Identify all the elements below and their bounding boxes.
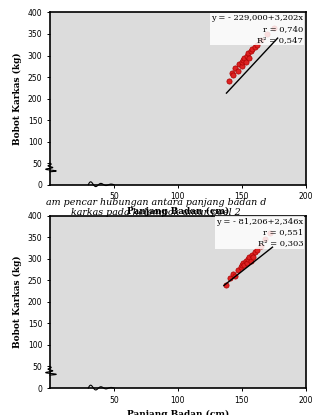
Point — [233, 273, 238, 279]
Text: y = - 229,000+3,202x
r = 0,740
R² = 0,547: y = - 229,000+3,202x r = 0,740 R² = 0,54… — [211, 14, 303, 44]
Point — [258, 37, 263, 44]
X-axis label: Panjang Badan (cm): Panjang Badan (cm) — [127, 207, 229, 216]
Point — [227, 78, 232, 85]
Point — [271, 24, 276, 31]
Point — [246, 256, 251, 262]
Point — [230, 71, 235, 78]
Point — [255, 247, 260, 254]
Point — [242, 262, 247, 269]
Point — [258, 243, 263, 249]
Y-axis label: Bobot Karkas (kg): Bobot Karkas (kg) — [13, 256, 22, 348]
Point — [262, 236, 267, 243]
Y-axis label: Bobot Karkas (kg): Bobot Karkas (kg) — [13, 52, 22, 145]
Point — [247, 254, 252, 260]
Point — [255, 42, 260, 48]
Point — [252, 44, 257, 50]
Point — [251, 254, 256, 260]
Point — [239, 262, 244, 269]
Point — [267, 230, 272, 237]
Text: karkas pada kelompok umur poel 2: karkas pada kelompok umur poel 2 — [71, 208, 241, 217]
Point — [248, 258, 253, 264]
Point — [236, 266, 241, 273]
Point — [228, 275, 233, 281]
Point — [252, 249, 257, 256]
Point — [236, 67, 241, 74]
Point — [243, 59, 248, 65]
Text: am pencar hubungan antara panjang badan d: am pencar hubungan antara panjang badan … — [46, 198, 266, 207]
Point — [250, 46, 255, 52]
Point — [250, 251, 255, 258]
Point — [224, 281, 229, 288]
Point — [233, 65, 238, 72]
Point — [230, 271, 235, 277]
Point — [246, 50, 251, 57]
Point — [244, 52, 249, 59]
Point — [241, 56, 246, 63]
Point — [238, 264, 243, 271]
X-axis label: Panjang Badan (cm): Panjang Badan (cm) — [127, 410, 229, 415]
Point — [239, 59, 244, 65]
Text: y = - 81,206+2,346x
r = 0,551
R² = 0,303: y = - 81,206+2,346x r = 0,551 R² = 0,303 — [216, 217, 303, 247]
Point — [247, 54, 252, 61]
Point — [265, 31, 270, 37]
Point — [242, 54, 247, 61]
Point — [243, 258, 248, 264]
Point — [248, 48, 253, 54]
Point — [244, 260, 249, 266]
Point — [241, 260, 246, 266]
Point — [229, 69, 234, 76]
Point — [239, 63, 244, 70]
Point — [237, 61, 242, 67]
